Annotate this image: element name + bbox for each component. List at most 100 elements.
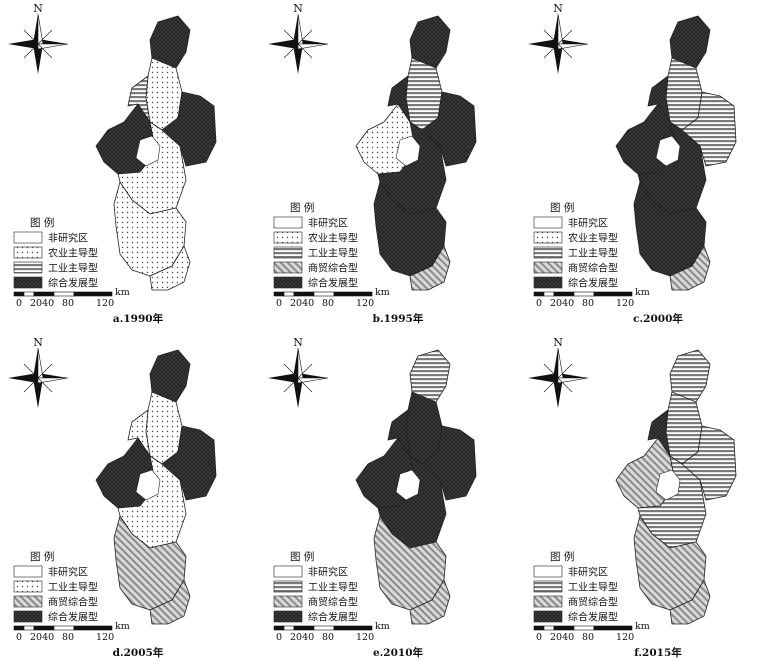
region-east: [421, 91, 477, 167]
scale-tick: 0: [16, 632, 22, 643]
scale-tick: 120: [616, 632, 634, 643]
scale-tick: 2040: [30, 632, 54, 643]
region-southsouth: [409, 579, 451, 625]
scale-unit: km: [375, 621, 390, 632]
panel-caption: a.1990年: [113, 312, 164, 325]
legend-swatch: [273, 231, 303, 244]
legend-label: 商贸综合型: [308, 262, 358, 275]
map-panel-b: N 图 例非研究区 农业主导型 工业主导型 商贸综合型 综合发展型 km 0 2040 80 120…: [260, 0, 520, 334]
legend-swatch: [533, 261, 563, 274]
scale-bar: km 0 2040 80 120: [533, 621, 650, 643]
legend-swatch: [273, 610, 303, 623]
region-centralwest: [387, 409, 411, 457]
region-southsouth: [409, 245, 451, 291]
scale-tick: 80: [582, 632, 594, 643]
north-label: N: [293, 336, 303, 349]
north-arrow-icon: [8, 347, 69, 408]
scale-tick: 2040: [30, 298, 54, 309]
legend-swatch: [533, 610, 563, 623]
scale-bar: km 0 2040 80 120: [13, 287, 130, 309]
north-arrow-icon: [8, 13, 69, 74]
legend-swatch: [13, 246, 43, 259]
region-southsouth: [669, 245, 711, 291]
legend-label: 非研究区: [48, 566, 88, 579]
map-panel-d: N 图 例非研究区 工业主导型 商贸综合型 综合发展型 km 0 2040 80 120 d.200…: [0, 334, 260, 668]
region-southsouth: [149, 579, 191, 625]
map-panel-a: N 图 例非研究区 农业主导型 工业主导型 综合发展型 km 0 2040 80 120 a.199…: [0, 0, 260, 334]
scale-tick: 80: [322, 298, 334, 309]
map-panel-e: N 图 例非研究区 工业主导型 商贸综合型 综合发展型 km 0 2040 80 120 e.201…: [260, 334, 520, 668]
legend-swatch: [273, 216, 303, 229]
legend-label: 非研究区: [308, 217, 348, 230]
legend-swatch: [13, 595, 43, 608]
scale-tick: 80: [322, 632, 334, 643]
scale-tick: 80: [62, 298, 74, 309]
map-regions: [95, 15, 217, 291]
legend-label: 商贸综合型: [308, 596, 358, 609]
scale-tick: 0: [536, 632, 542, 643]
north-label: N: [33, 2, 43, 15]
legend-swatch: [533, 276, 563, 289]
legend-swatch: [13, 565, 43, 578]
legend-swatch: [533, 580, 563, 593]
region-east: [421, 425, 477, 501]
scale-tick: 80: [582, 298, 594, 309]
legend-label: 商贸综合型: [568, 262, 618, 275]
legend-title: 图 例: [290, 550, 314, 563]
panel-caption: b.1995年: [373, 312, 424, 325]
legend-label: 非研究区: [568, 566, 608, 579]
scale-tick: 80: [62, 632, 74, 643]
map-regions: [95, 349, 217, 625]
region-city-non-study: [135, 469, 161, 501]
legend-label: 非研究区: [308, 566, 348, 579]
panel-caption: d.2005年: [113, 646, 164, 659]
region-city-non-study: [395, 469, 421, 501]
scale-unit: km: [635, 287, 650, 298]
legend-label: 工业主导型: [48, 581, 98, 594]
map-regions: [355, 15, 477, 291]
scale-tick: 0: [536, 298, 542, 309]
north-label: N: [553, 2, 563, 15]
scale-unit: km: [375, 287, 390, 298]
legend-label: 综合发展型: [568, 611, 618, 624]
north-arrow-icon: [528, 13, 589, 74]
scale-bar: km 0 2040 80 120: [273, 621, 390, 643]
legend-swatch: [273, 246, 303, 259]
scale-unit: km: [635, 621, 650, 632]
legend-swatch: [273, 580, 303, 593]
legend-label: 综合发展型: [48, 277, 98, 290]
legend-title: 图 例: [290, 201, 314, 214]
north-arrow-icon: [268, 347, 329, 408]
map-regions: [615, 349, 737, 625]
region-centralwest: [647, 75, 671, 123]
region-east: [161, 91, 217, 167]
scale-tick: 2040: [290, 632, 314, 643]
panel-caption: c.2000年: [633, 312, 683, 325]
region-city-non-study: [395, 135, 421, 167]
legend-title: 图 例: [550, 201, 574, 214]
legend-label: 农业主导型: [568, 232, 618, 245]
scale-unit: km: [115, 621, 130, 632]
legend-swatch: [273, 276, 303, 289]
legend-swatch: [13, 231, 43, 244]
legend-label: 商贸综合型: [568, 596, 618, 609]
map-regions: [355, 349, 477, 625]
region-city-non-study: [135, 135, 161, 167]
region-centralwest: [127, 75, 151, 123]
scale-tick: 2040: [290, 298, 314, 309]
legend-title: 图 例: [30, 216, 54, 229]
scale-bar: km 0 2040 80 120: [273, 287, 390, 309]
legend-label: 商贸综合型: [48, 596, 98, 609]
north-arrow-icon: [268, 13, 329, 74]
scale-tick: 120: [96, 298, 114, 309]
map-panel-c: N 图 例非研究区 农业主导型 工业主导型 商贸综合型 综合发展型 km 0 2040 80 120…: [520, 0, 780, 334]
legend-label: 综合发展型: [308, 277, 358, 290]
scale-tick: 0: [276, 632, 282, 643]
scale-bar: km 0 2040 80 120: [13, 621, 130, 643]
legend-label: 工业主导型: [568, 247, 618, 260]
